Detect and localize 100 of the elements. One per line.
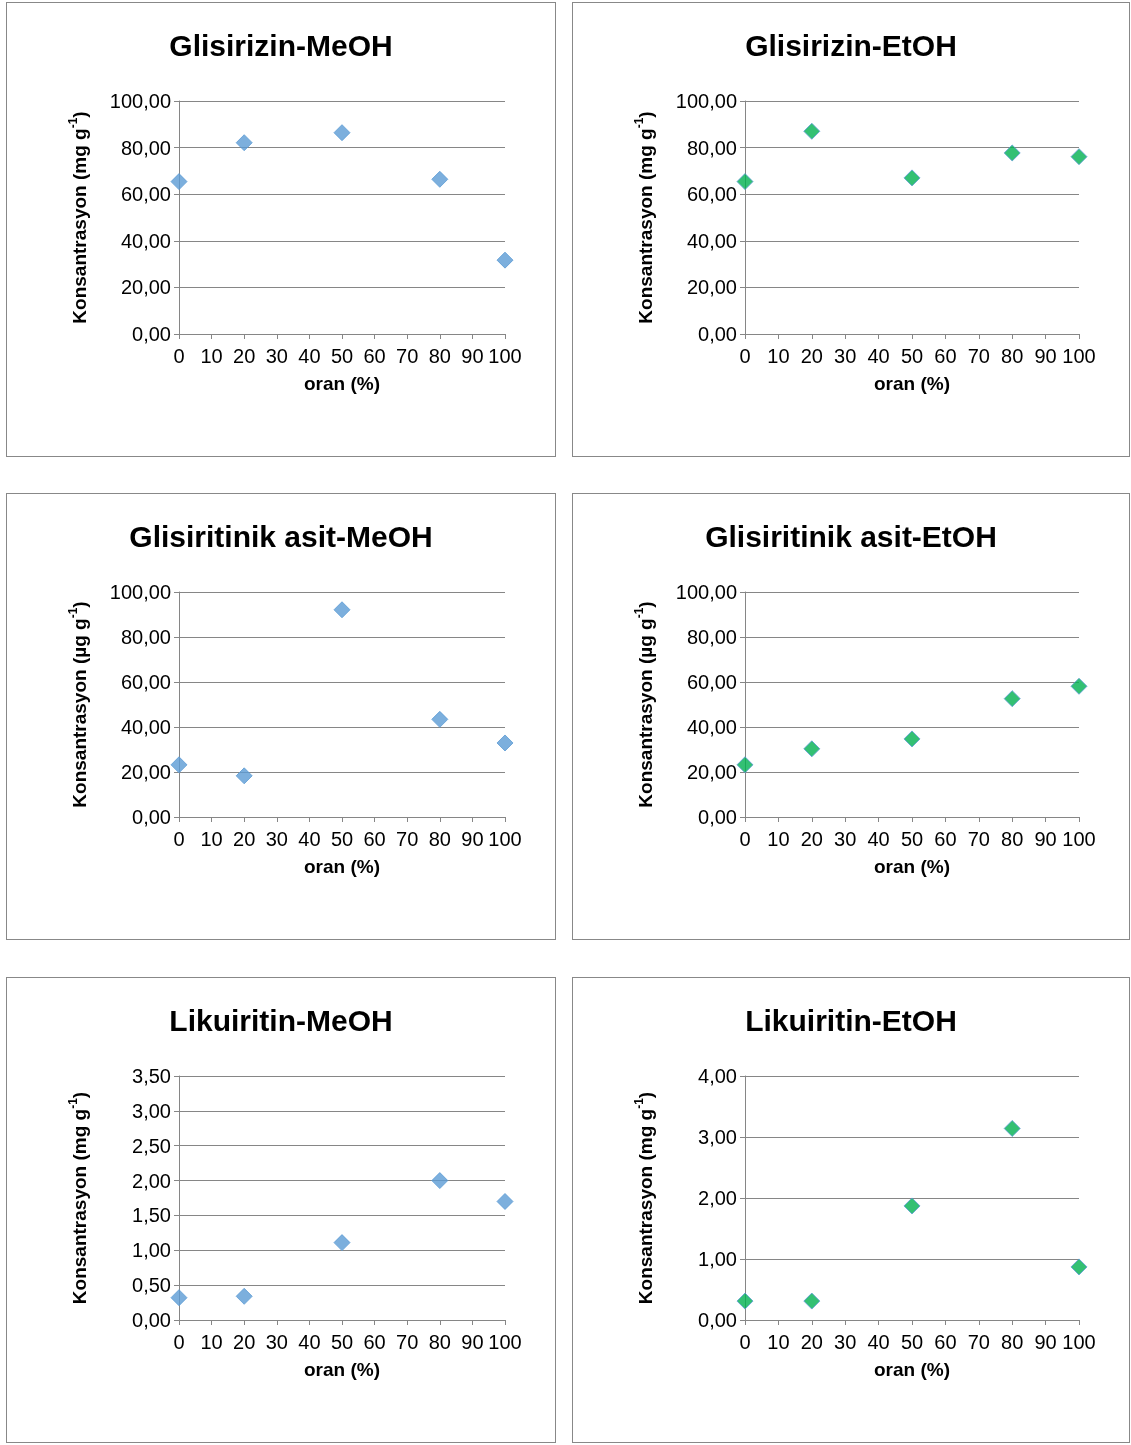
x-tick-label: 50: [330, 345, 354, 367]
y-tick-label: 100,00: [675, 581, 737, 603]
point: [736, 173, 754, 191]
x-tick-label: 40: [867, 828, 890, 850]
chart-title: Glisiritinik asit-EtOH: [705, 519, 997, 553]
x-tick-label: 20: [800, 1331, 823, 1353]
x-tick-label: 30: [834, 828, 857, 850]
y-tick-label: 20,00: [120, 276, 171, 299]
x-tick-label: 20: [800, 828, 823, 850]
x-tick-label: 50: [900, 345, 924, 367]
x-tick-label: 100: [1062, 1331, 1096, 1353]
point: [333, 124, 351, 142]
point: [235, 767, 253, 785]
y-tick-label: 2,50: [132, 1134, 171, 1157]
y-tick-label: 40,00: [120, 229, 171, 252]
y-tick-label: 0,00: [698, 806, 737, 828]
point: [431, 710, 449, 728]
x-tick-label: 90: [1034, 345, 1057, 367]
point: [803, 1292, 821, 1310]
x-tick-label: 20: [233, 828, 256, 850]
y-tick-label: 60,00: [120, 183, 171, 206]
y-tick-label: 1,00: [132, 1239, 171, 1262]
x-tick-label: 50: [900, 828, 924, 850]
point: [1003, 144, 1021, 162]
point: [496, 734, 514, 752]
x-tick-label: 90: [461, 1331, 484, 1353]
y-tick-label: 100,00: [109, 90, 171, 112]
chart-title: Likuiritin-EtOH: [745, 1003, 957, 1037]
point: [333, 601, 351, 619]
x-axis-title: oran (%): [874, 856, 950, 877]
y-tick-label: 60,00: [120, 671, 171, 693]
y-tick-label: 0,00: [132, 806, 171, 828]
y-tick-label: 40,00: [686, 229, 737, 252]
x-tick-label: 10: [200, 345, 223, 367]
x-tick-label: 90: [461, 345, 484, 367]
y-tick-label: 0,00: [132, 323, 171, 345]
y-tick-label: 0,50: [132, 1274, 171, 1297]
x-tick-label: 50: [900, 1331, 924, 1353]
point: [496, 1192, 514, 1210]
point: [170, 756, 188, 774]
x-tick-label: 50: [330, 1331, 354, 1353]
x-tick-label: 80: [428, 345, 451, 367]
x-tick-label: 60: [363, 828, 386, 850]
chart-title: Glisiritinik asit-MeOH: [129, 519, 433, 553]
x-tick-label: 100: [488, 1331, 522, 1353]
x-tick-label: 0: [173, 345, 185, 367]
x-tick-label: 30: [265, 828, 288, 850]
x-tick-label: 90: [1034, 828, 1057, 850]
y-tick-label: 0,00: [132, 1309, 171, 1331]
x-tick-label: 90: [1034, 1331, 1057, 1353]
y-tick-label: 3,00: [698, 1126, 737, 1148]
x-tick-label: 30: [265, 1331, 288, 1353]
x-tick-label: 70: [396, 828, 419, 850]
y-axis-title: Konsantrasyon (mg g-1): [632, 111, 656, 324]
x-tick-label: 80: [1001, 828, 1024, 850]
x-tick-label: 100: [1062, 828, 1096, 850]
x-tick-label: 20: [800, 345, 823, 367]
x-axis-title: oran (%): [874, 373, 950, 394]
x-tick-label: 10: [767, 1331, 790, 1353]
x-tick-label: 0: [173, 1331, 185, 1353]
x-tick-label: 10: [767, 345, 790, 367]
x-tick-label: 70: [396, 345, 419, 367]
y-tick-label: 100,00: [675, 90, 737, 112]
y-tick-label: 20,00: [686, 761, 737, 783]
x-tick-label: 60: [363, 345, 386, 367]
x-tick-label: 20: [233, 1331, 256, 1353]
y-tick-label: 1,50: [132, 1204, 171, 1227]
x-tick-label: 70: [967, 1331, 990, 1353]
y-tick-label: 3,50: [132, 1065, 171, 1087]
y-tick-label: 40,00: [120, 716, 171, 738]
y-tick-label: 80,00: [120, 136, 171, 159]
y-tick-label: 80,00: [686, 136, 737, 159]
x-tick-label: 100: [488, 828, 522, 850]
x-axis-title: oran (%): [874, 1359, 950, 1380]
x-tick-label: 20: [233, 345, 256, 367]
chart-title: Glisirizin-EtOH: [745, 28, 957, 62]
point: [170, 173, 188, 191]
point: [736, 1292, 754, 1310]
x-tick-label: 0: [739, 1331, 751, 1353]
y-axis-title: Konsantrasyon (mg g-1): [66, 1091, 90, 1305]
y-tick-label: 0,00: [698, 323, 737, 345]
x-tick-label: 90: [461, 828, 484, 850]
point: [496, 251, 514, 269]
y-axis-title: Konsantrasyon (mg g-1): [632, 1091, 656, 1305]
point: [431, 1172, 449, 1190]
point: [235, 1287, 253, 1305]
y-axis-title: Konsantrasyon (µg g-1): [632, 601, 656, 808]
point: [903, 169, 921, 187]
x-tick-label: 40: [867, 345, 890, 367]
x-tick-label: 80: [1001, 345, 1024, 367]
x-tick-label: 80: [428, 828, 451, 850]
point: [431, 170, 449, 188]
x-tick-label: 60: [934, 828, 957, 850]
point: [1003, 690, 1021, 708]
point: [1003, 1119, 1021, 1137]
point: [1070, 1258, 1088, 1276]
point: [1070, 148, 1088, 166]
x-tick-label: 70: [967, 828, 990, 850]
point: [903, 730, 921, 748]
y-tick-label: 4,00: [698, 1065, 737, 1087]
